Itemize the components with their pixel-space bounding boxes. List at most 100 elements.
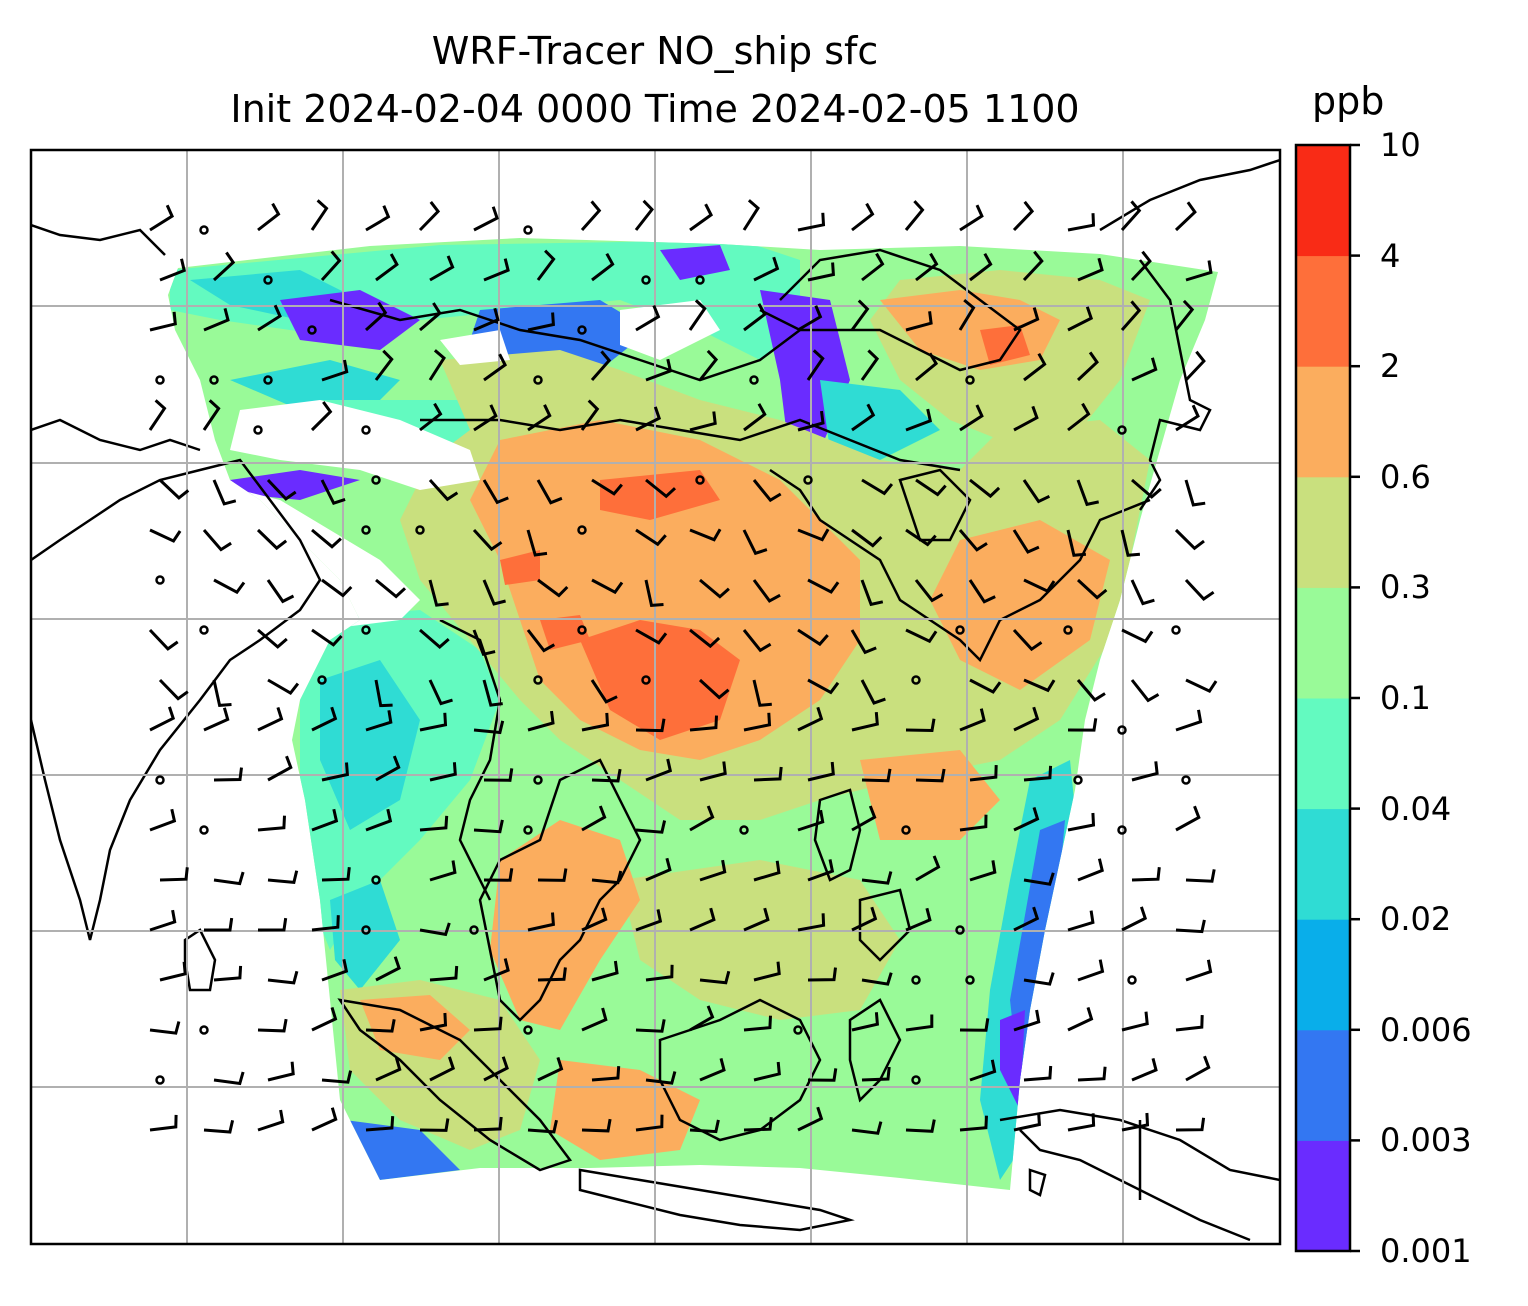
wind-barb	[635, 528, 667, 547]
wind-barb	[743, 1117, 773, 1132]
wind-barb	[149, 808, 177, 832]
wind-barb	[635, 305, 661, 332]
wind-barb	[1022, 479, 1051, 504]
calm-wind-marker	[955, 625, 965, 635]
wind-barb	[797, 528, 830, 542]
wind-barb	[483, 768, 514, 782]
wind-barb	[752, 679, 772, 707]
wind-barb	[1175, 404, 1200, 432]
wind-barb	[861, 252, 885, 282]
wind-barb	[1067, 1113, 1096, 1132]
wind-barb	[257, 917, 288, 932]
colorbar-segment	[1296, 1029, 1350, 1141]
wind-barb	[752, 579, 781, 603]
wind-barb	[374, 679, 393, 708]
wind-barb	[311, 1006, 338, 1032]
colorbar-tick-label: 10	[1380, 126, 1421, 164]
calm-wind-marker	[695, 475, 705, 485]
wind-barb	[743, 303, 767, 332]
wind-barb	[590, 350, 612, 381]
wind-barb	[310, 401, 333, 432]
wind-barb	[321, 762, 349, 782]
wind-barb	[1175, 1117, 1206, 1132]
wind-barb	[311, 706, 338, 732]
wind-barb	[635, 909, 663, 932]
wind-barb	[915, 768, 946, 783]
wind-barb	[202, 399, 221, 431]
calm-wind-marker	[469, 925, 479, 935]
wind-barb	[1013, 906, 1040, 932]
wind-barb	[1067, 1006, 1094, 1032]
colorbar-segment	[1296, 366, 1350, 478]
wind-barb	[591, 252, 615, 282]
colorbar-tick-label: 2	[1380, 347, 1401, 386]
wind-barb	[1185, 959, 1213, 982]
wind-barb	[969, 765, 998, 782]
wind-barb	[959, 708, 986, 732]
wind-barb	[645, 358, 673, 382]
wind-barb	[1131, 761, 1159, 782]
wind-barb	[959, 1115, 988, 1132]
wind-barb	[267, 678, 300, 695]
calm-wind-marker	[533, 375, 543, 385]
wind-barb	[591, 478, 623, 496]
wind-barb	[375, 578, 407, 599]
calm-wind-marker	[361, 925, 371, 935]
calm-wind-marker	[577, 325, 587, 335]
wind-barb	[959, 1018, 990, 1032]
wind-barb	[860, 579, 884, 607]
wind-barb	[257, 815, 286, 832]
colorbar-tick-label: 0.006	[1380, 1010, 1472, 1049]
wind-barb	[149, 1114, 178, 1132]
wind-barb	[699, 859, 727, 882]
wind-barb	[753, 766, 783, 782]
wind-barb	[699, 970, 731, 985]
colorbar-unit: ppb	[1312, 79, 1385, 123]
wind-barb	[473, 1116, 503, 1132]
calm-wind-marker	[803, 475, 813, 485]
calm-wind-marker	[793, 1025, 803, 1035]
wind-barb	[321, 359, 349, 382]
wind-barb	[320, 250, 342, 282]
calm-wind-marker	[199, 825, 209, 835]
wind-barb	[311, 915, 340, 932]
wind-barb	[1131, 357, 1158, 382]
wind-barb	[1130, 679, 1160, 703]
wind-barb	[213, 871, 245, 886]
wind-barb	[149, 528, 182, 543]
wind-barb	[591, 960, 619, 982]
wind-barb	[365, 1019, 396, 1033]
wind-barb	[419, 628, 450, 649]
wind-barb	[1023, 678, 1056, 693]
wind-barb	[203, 707, 230, 732]
wind-barb	[148, 628, 179, 651]
calm-wind-marker	[361, 425, 371, 435]
calm-wind-marker	[155, 1075, 165, 1085]
wind-barb	[1067, 213, 1096, 232]
colorbar-segment	[1296, 1140, 1350, 1252]
wind-barb	[904, 200, 925, 231]
wind-barb	[1076, 351, 1099, 382]
wind-barb	[645, 758, 673, 782]
wind-barb	[743, 1015, 772, 1032]
calm-wind-marker	[577, 525, 587, 535]
wind-barb	[311, 628, 343, 647]
wind-barb	[753, 1061, 781, 1082]
wind-barb	[797, 913, 826, 932]
wind-barb	[158, 478, 190, 500]
wind-barb	[536, 479, 563, 505]
colorbar-segment	[1296, 145, 1350, 257]
wind-barb	[1023, 872, 1055, 886]
wind-barb	[689, 411, 717, 432]
wind-barb	[590, 679, 618, 704]
wind-barb	[483, 868, 514, 882]
wind-barb	[428, 679, 453, 706]
wind-barb	[428, 349, 446, 381]
wind-barb	[580, 200, 602, 231]
wind-barb	[753, 256, 780, 282]
wind-barb	[212, 479, 237, 506]
wind-barb	[958, 529, 988, 552]
wind-barb	[1185, 1055, 1211, 1082]
wind-barb	[311, 528, 342, 549]
wind-barb	[159, 961, 187, 982]
